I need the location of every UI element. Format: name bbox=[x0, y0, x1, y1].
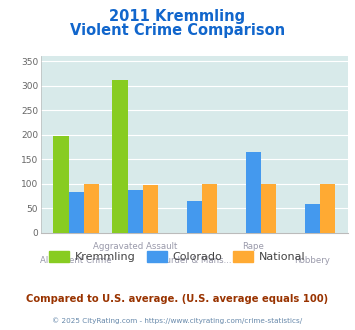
Legend: Kremmling, Colorado, National: Kremmling, Colorado, National bbox=[45, 247, 310, 267]
Bar bbox=[69, 192, 84, 233]
Bar bbox=[128, 190, 143, 233]
Bar bbox=[53, 136, 69, 233]
Text: Compared to U.S. average. (U.S. average equals 100): Compared to U.S. average. (U.S. average … bbox=[26, 294, 329, 304]
Bar bbox=[143, 184, 158, 233]
Bar bbox=[187, 201, 202, 233]
Bar bbox=[112, 80, 128, 233]
Text: Rape: Rape bbox=[242, 242, 264, 251]
Bar bbox=[202, 183, 217, 233]
Text: 2011 Kremmling: 2011 Kremmling bbox=[109, 9, 246, 24]
Text: Robbery: Robbery bbox=[295, 256, 331, 265]
Bar bbox=[261, 183, 277, 233]
Text: Murder & Mans...: Murder & Mans... bbox=[158, 256, 231, 265]
Text: © 2025 CityRating.com - https://www.cityrating.com/crime-statistics/: © 2025 CityRating.com - https://www.city… bbox=[53, 317, 302, 324]
Text: Violent Crime Comparison: Violent Crime Comparison bbox=[70, 23, 285, 38]
Text: Aggravated Assault: Aggravated Assault bbox=[93, 242, 178, 251]
Bar bbox=[305, 204, 320, 233]
Bar bbox=[84, 183, 99, 233]
Bar bbox=[246, 152, 261, 233]
Text: All Violent Crime: All Violent Crime bbox=[40, 256, 112, 265]
Bar bbox=[320, 183, 335, 233]
